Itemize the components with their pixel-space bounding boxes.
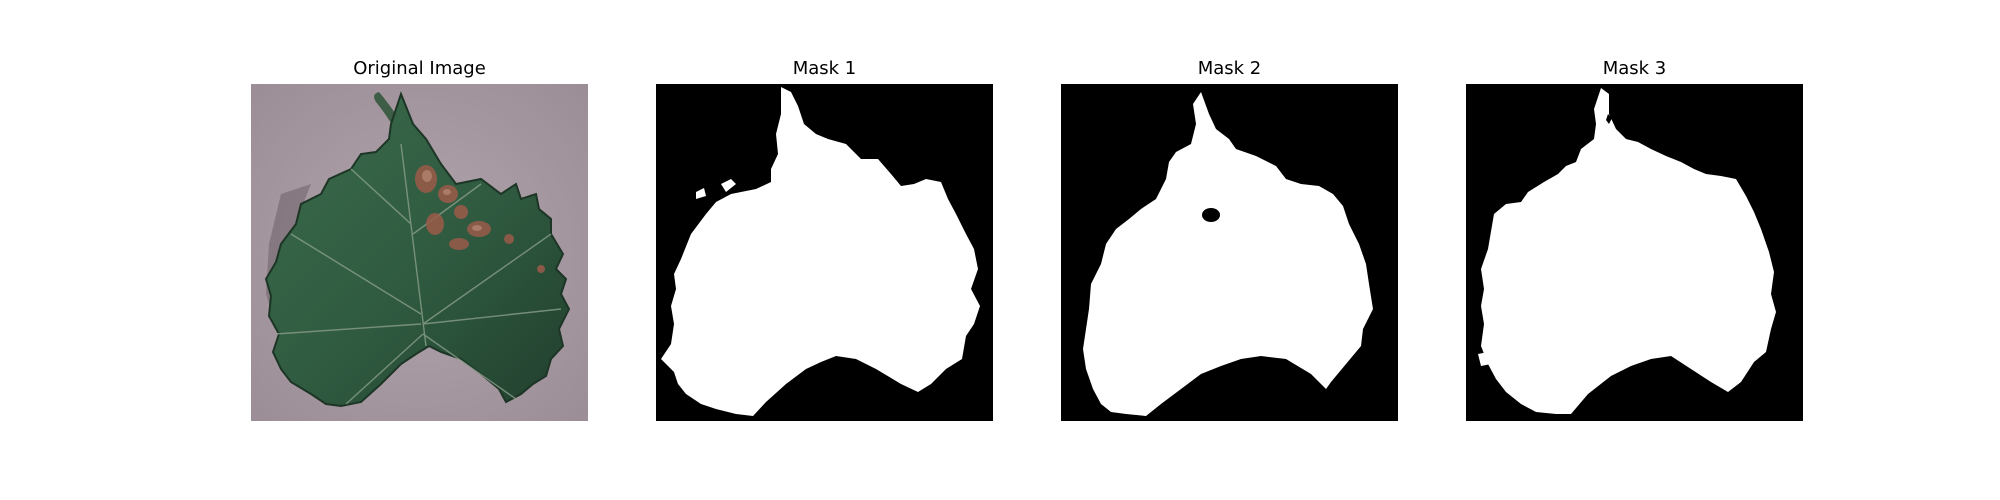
mask-3-panel	[1466, 84, 1803, 421]
panel-title-original: Original Image	[353, 58, 486, 79]
original-image-panel	[251, 84, 588, 421]
panel-title-mask-3: Mask 3	[1602, 58, 1667, 79]
leaf-veins	[275, 143, 562, 405]
mask-1-panel	[656, 84, 993, 421]
mask-2-panel	[1061, 84, 1398, 421]
mask-2-image	[1061, 84, 1398, 421]
mask-2-region	[1083, 92, 1373, 416]
mask-1-image	[656, 84, 993, 421]
mask-3-region	[1481, 88, 1776, 414]
leaf-body	[264, 91, 571, 408]
mask-1-region	[661, 87, 980, 416]
panel-title-mask-1: Mask 1	[792, 58, 857, 79]
mask-2-hole	[1202, 208, 1220, 222]
leaf-photo	[251, 84, 588, 421]
panel-title-mask-2: Mask 2	[1197, 58, 1262, 79]
mask-3-image	[1466, 84, 1803, 421]
